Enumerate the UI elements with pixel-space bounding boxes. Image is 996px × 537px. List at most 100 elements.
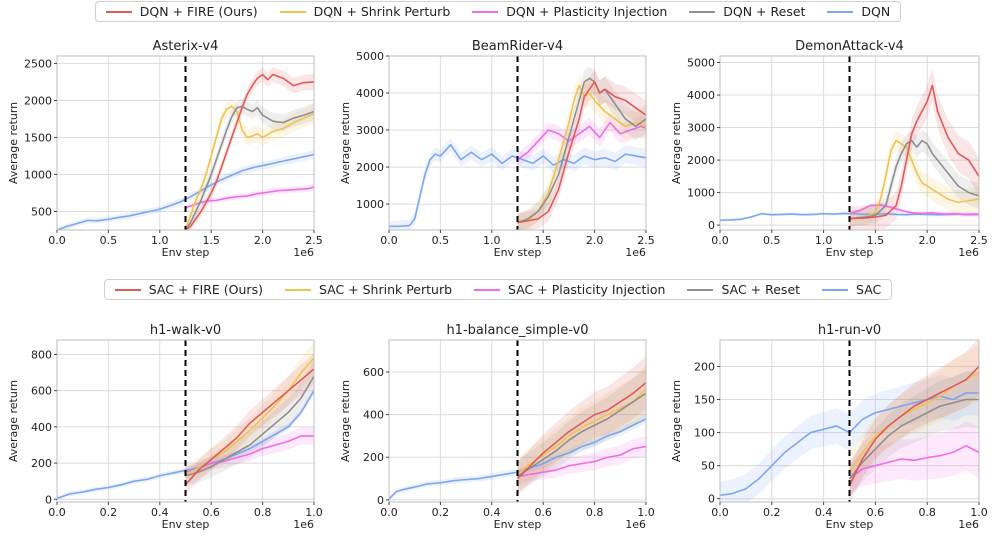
x-axis-label: Env step (162, 246, 210, 259)
x-tick-label: 2.0 (586, 234, 604, 247)
legend-label: DQN + FIRE (Ours) (139, 4, 258, 19)
legend-item-dqn-shrink: DQN + Shrink Perturb (279, 4, 451, 19)
legend-swatch (822, 288, 849, 291)
y-axis-label: Average return (339, 380, 352, 462)
x-tick-label: 0.4 (151, 506, 169, 519)
series-line (517, 77, 646, 224)
x-tick-label: 1.5 (867, 234, 885, 247)
series-line (517, 81, 646, 224)
x-multiplier: 1e6 (958, 246, 979, 259)
series-line (185, 435, 314, 473)
series-group (57, 67, 314, 230)
x-tick-label: 1.0 (637, 506, 655, 519)
legend-label: SAC + FIRE (Ours) (148, 282, 263, 297)
legend-swatch (279, 10, 306, 13)
series-line (848, 365, 979, 486)
legend-item-sac-shrink: SAC + Shrink Perturb (284, 282, 453, 297)
chart-title: h1-run-v0 (818, 323, 881, 338)
x-multiplier: 1e6 (625, 518, 646, 531)
x-tick-label: 1.5 (202, 234, 220, 247)
x-multiplier: 1e6 (293, 246, 314, 259)
series-line (184, 368, 314, 486)
plot-frame (388, 55, 647, 231)
y-axis-label: Average return (339, 102, 352, 184)
series-line (849, 84, 979, 220)
legend-bottom-box: SAC + FIRE (Ours) SAC + Shrink Perturb S… (103, 279, 893, 300)
x-tick-label: 2.0 (918, 234, 936, 247)
chart-h1-run: 0.0 0.2 0.4 0.6 0.8 1.0 0 50 100 150 200 1e6 Env ste… (670, 323, 988, 531)
y-tick-label: 0 (708, 219, 715, 232)
series-band (57, 150, 314, 230)
plot-frame (388, 339, 647, 503)
legend-swatch (114, 288, 141, 291)
series-line (517, 392, 646, 478)
legend-swatch (472, 10, 499, 13)
y-tick-label: 50 (701, 460, 715, 473)
legend-item-dqn: DQN (827, 4, 890, 19)
series-band (185, 67, 314, 230)
legend-item-sac: SAC (822, 282, 881, 297)
series-line (517, 445, 646, 478)
x-multiplier: 1e6 (293, 518, 314, 531)
series-line (848, 398, 979, 480)
series-line (849, 139, 979, 220)
x-tick-label: 0.8 (254, 506, 272, 519)
x-axis-label: Env step (494, 246, 542, 259)
y-tick-label: 500 (31, 205, 52, 218)
series-line (849, 444, 979, 480)
series-line (389, 418, 646, 500)
x-tick-label: 0.5 (763, 234, 781, 247)
series-line (184, 105, 314, 230)
legend-swatch (284, 288, 311, 291)
legend-item-sac-reset: SAC + Reset (687, 282, 800, 297)
chart-title: Asterix-v4 (153, 39, 219, 54)
x-tick-label: 0.0 (711, 506, 729, 519)
chart-demonattack: 0.0 0.5 1.0 1.5 2.0 2.5 0 1000 2000 3000 4000 5000 1… (670, 39, 988, 259)
series-band (389, 414, 646, 502)
x-axis-label: Env step (826, 518, 874, 531)
series-band (185, 427, 314, 478)
plot-frame (719, 55, 980, 231)
chart-title: DemonAttack-v4 (795, 39, 904, 54)
y-tick-label: 3000 (687, 122, 715, 135)
chart-title: h1-balance_simple-v0 (446, 323, 588, 338)
legend-label: SAC + Shrink Perturb (318, 282, 453, 297)
y-tick-label: 2000 (24, 94, 52, 107)
y-tick-label: 600 (363, 366, 384, 379)
x-tick-label: 0.6 (202, 506, 220, 519)
y-tick-label: 2000 (356, 161, 384, 174)
legend-label: DQN + Shrink Perturb (313, 4, 451, 19)
legend-swatch (689, 10, 716, 13)
x-axis-label: Env step (494, 518, 542, 531)
x-tick-label: 2.5 (637, 234, 655, 247)
series-line (849, 204, 979, 216)
x-axis-label: Env step (826, 246, 874, 259)
series-line (389, 144, 646, 228)
legend-top-box: DQN + FIRE (Ours) DQN + Shrink Perturb D… (94, 1, 902, 22)
series-band (185, 342, 314, 484)
x-tick-label: 0.8 (918, 506, 936, 519)
y-tick-label: 0 (708, 493, 715, 506)
x-tick-label: 1.0 (483, 234, 501, 247)
y-tick-label: 150 (694, 394, 715, 407)
series-band (849, 370, 979, 497)
y-tick-label: 1000 (24, 168, 52, 181)
plot-frame (719, 339, 980, 503)
x-tick-label: 0.6 (534, 506, 552, 519)
y-tick-label: 400 (363, 409, 384, 422)
x-tick-label: 0.0 (711, 234, 729, 247)
legend-label: DQN + Plasticity Injection (506, 4, 668, 19)
legend-swatch (105, 10, 132, 13)
y-tick-label: 0 (377, 494, 384, 507)
series-band (849, 340, 979, 502)
legend-label: SAC + Plasticity Injection (508, 282, 666, 297)
x-tick-label: 1.0 (305, 506, 323, 519)
x-tick-label: 2.5 (970, 234, 988, 247)
legend-item-sac-plasticity: SAC + Plasticity Injection (474, 282, 665, 297)
legend-bottom: SAC + FIRE (Ours) SAC + Shrink Perturb S… (0, 279, 996, 300)
y-tick-label: 600 (31, 385, 52, 398)
y-tick-label: 4000 (356, 87, 384, 100)
y-tick-label: 5000 (356, 50, 384, 63)
x-tick-label: 0.2 (432, 506, 450, 519)
